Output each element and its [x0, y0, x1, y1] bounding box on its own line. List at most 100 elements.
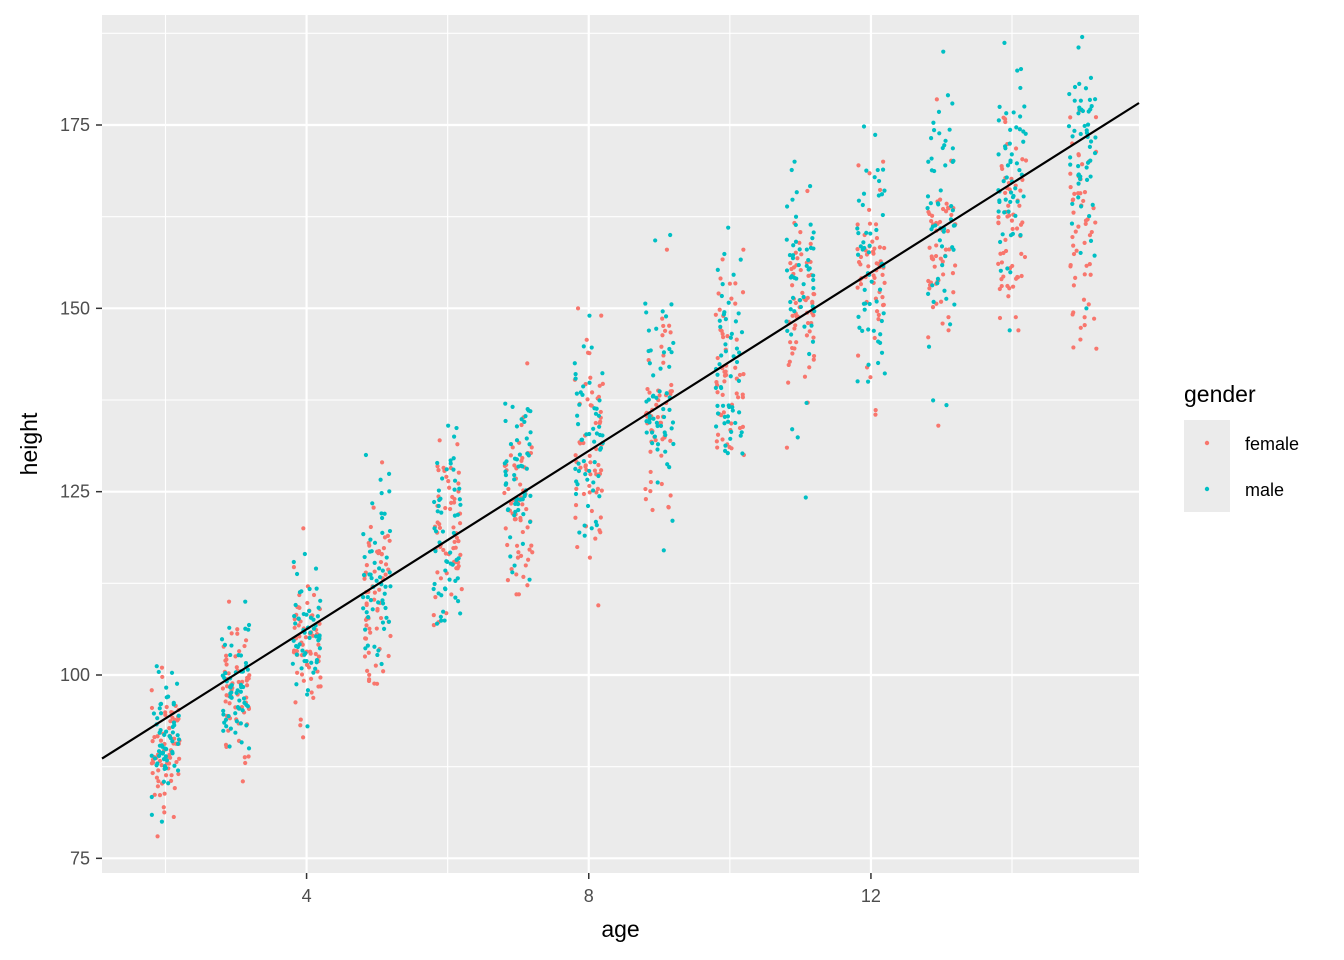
data-point-male [228, 726, 233, 731]
data-point-female [799, 252, 804, 257]
data-point-female [157, 793, 163, 798]
data-point-male [654, 395, 659, 400]
data-point-female [930, 213, 935, 218]
data-point-female [443, 551, 448, 556]
data-point-male [364, 610, 369, 615]
data-point-male [790, 427, 795, 432]
data-point-male [510, 404, 515, 409]
data-point-male [729, 429, 734, 434]
data-point-male [453, 578, 458, 584]
data-point-female [720, 257, 725, 262]
data-point-male [594, 406, 599, 411]
data-point-female [940, 321, 945, 326]
x-tick-label: 8 [584, 886, 594, 906]
data-point-female [657, 393, 662, 398]
data-point-male [436, 488, 441, 493]
data-point-male [866, 250, 872, 255]
data-point-male [876, 360, 881, 366]
data-point-male [246, 627, 251, 632]
data-point-female [787, 359, 792, 364]
data-point-female [808, 241, 813, 247]
data-point-male [383, 605, 388, 611]
data-point-male [856, 314, 861, 319]
data-point-male [372, 644, 377, 649]
data-point-female [387, 538, 392, 543]
data-point-female [171, 814, 176, 820]
data-point-female [516, 550, 521, 555]
data-point-male [944, 296, 949, 301]
data-point-female [530, 550, 535, 555]
data-point-male [882, 371, 887, 376]
data-point-male [590, 488, 596, 493]
data-point-male [432, 581, 437, 587]
data-point-male [1007, 328, 1012, 333]
data-point-female [1091, 206, 1096, 211]
data-point-female [433, 594, 438, 600]
data-point-male [723, 342, 728, 347]
data-point-male [294, 571, 300, 577]
data-point-male [581, 344, 586, 349]
data-point-male [587, 468, 592, 474]
data-point-female [880, 272, 885, 277]
data-point-female [999, 283, 1004, 289]
data-point-female [378, 615, 384, 621]
data-point-male [502, 461, 507, 466]
data-point-male [881, 311, 886, 316]
data-point-male [592, 460, 597, 465]
data-point-female [1081, 198, 1086, 204]
data-point-male [1008, 199, 1013, 205]
data-point-female [599, 488, 604, 493]
data-point-female [807, 365, 812, 370]
data-point-male [932, 168, 937, 174]
data-point-female [1082, 190, 1088, 195]
data-point-male [713, 424, 719, 429]
data-point-female [803, 298, 808, 303]
data-point-female [246, 754, 251, 759]
data-point-male [660, 309, 665, 314]
data-point-male [930, 224, 935, 229]
data-point-female [446, 479, 451, 484]
data-point-male [433, 549, 438, 554]
data-point-male [575, 482, 580, 487]
data-point-female [587, 490, 592, 495]
data-point-female [293, 700, 298, 705]
data-point-male [576, 468, 581, 474]
data-point-female [177, 756, 182, 761]
data-point-male [380, 515, 385, 521]
data-point-male [880, 167, 886, 172]
data-point-male [159, 743, 164, 748]
data-point-female [741, 372, 746, 377]
data-point-male [1092, 97, 1098, 102]
data-point-female [941, 272, 946, 277]
data-point-female [733, 281, 738, 286]
data-point-female [162, 791, 167, 796]
data-point-female [589, 403, 594, 408]
data-point-female [881, 159, 886, 164]
data-point-male [158, 702, 163, 707]
data-point-male [170, 724, 175, 730]
data-point-male [1010, 231, 1016, 236]
data-point-male [801, 282, 806, 287]
data-point-male [1068, 162, 1073, 167]
data-point-male [945, 93, 951, 98]
data-point-female [520, 529, 525, 535]
data-point-male [575, 413, 580, 418]
data-point-male [1011, 110, 1016, 115]
data-point-female [933, 253, 939, 259]
data-point-female [1071, 210, 1076, 215]
data-point-male [452, 478, 458, 483]
data-point-female [220, 686, 225, 691]
data-point-male [942, 143, 947, 148]
data-point-female [456, 481, 461, 486]
plot-panel [102, 15, 1139, 873]
data-point-male [374, 578, 379, 583]
legend-title: gender [1184, 381, 1256, 407]
data-point-female [372, 569, 377, 574]
data-point-female [597, 528, 602, 533]
data-point-male [939, 244, 945, 249]
data-point-female [298, 717, 303, 722]
data-point-female [454, 535, 460, 540]
data-point-female [930, 305, 936, 310]
data-point-female [224, 662, 229, 667]
